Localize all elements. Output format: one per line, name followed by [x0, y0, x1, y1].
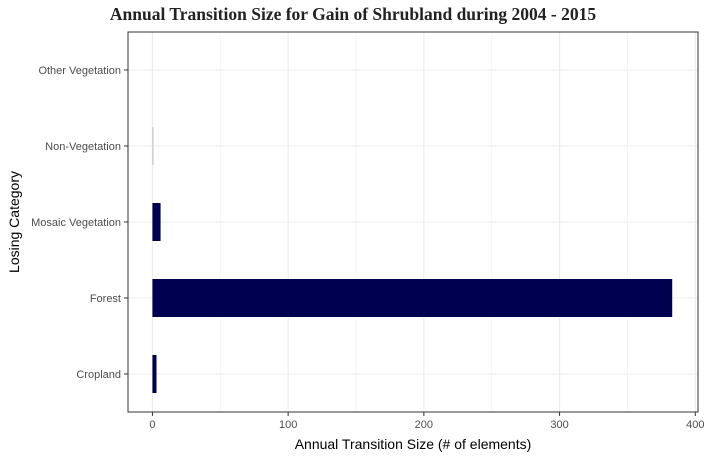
y-tick-label: Other Vegetation — [38, 65, 121, 77]
x-tick-label: 200 — [415, 419, 433, 431]
y-tick-label: Mosaic Vegetation — [31, 217, 121, 229]
x-tick-label: 300 — [550, 419, 568, 431]
y-axis-title: Losing Category — [6, 171, 22, 273]
y-tick-label: Cropland — [76, 369, 121, 381]
x-axis-ticks: 0 100 200 300 400 — [149, 412, 704, 431]
x-axis-title: Annual Transition Size (# of elements) — [295, 436, 532, 452]
x-tick-label: 0 — [149, 419, 155, 431]
y-tick-label: Non-Vegetation — [45, 141, 121, 153]
chart-title: Annual Transition Size for Gain of Shrub… — [109, 4, 597, 24]
bar-non-vegetation — [152, 127, 154, 165]
bar-cropland — [152, 355, 157, 393]
y-axis-ticks: Cropland Forest Mosaic Vegetation Non-Veget… — [31, 65, 128, 381]
major-gridlines — [128, 32, 698, 412]
x-tick-label: 100 — [279, 419, 297, 431]
bars — [152, 127, 673, 393]
bar-forest — [152, 279, 673, 317]
x-tick-label: 400 — [686, 419, 704, 431]
bar-mosaic-vegetation — [152, 203, 161, 241]
y-tick-label: Forest — [90, 293, 121, 305]
